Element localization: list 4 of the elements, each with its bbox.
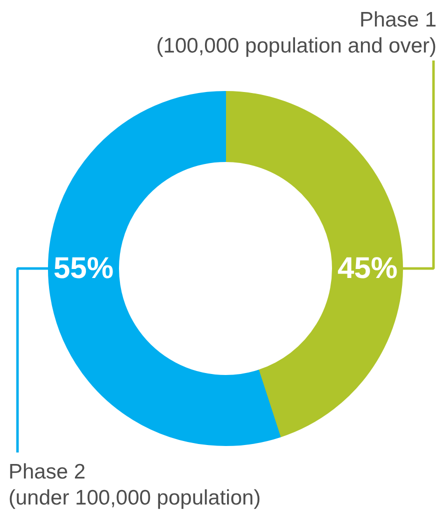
slice-label: Phase 2 (under 100,000 population) [8, 460, 261, 510]
slice-label: Phase 1 (100,000 population and over) [156, 8, 437, 58]
data-label: 55% [53, 252, 114, 285]
data-label: 45% [337, 252, 398, 285]
